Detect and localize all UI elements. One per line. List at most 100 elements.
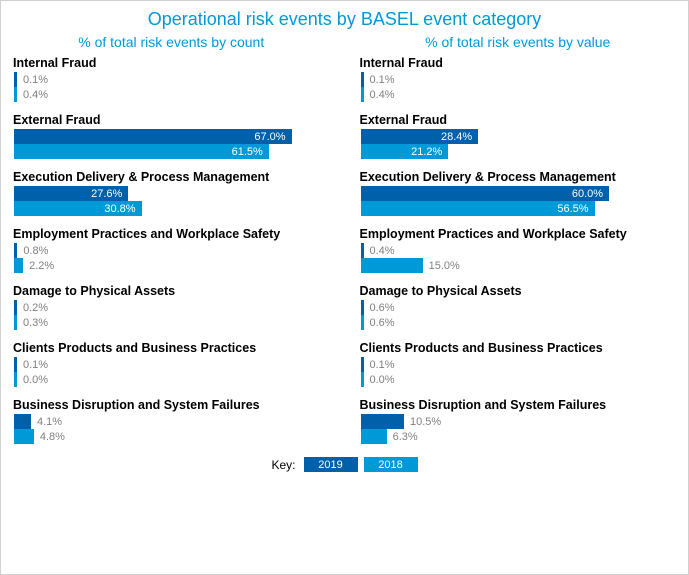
bar	[361, 315, 364, 330]
bar-value-label: 4.1%	[37, 416, 62, 428]
bar-row: 0.1%	[14, 72, 330, 87]
category-label: Business Disruption and System Failures	[360, 398, 677, 412]
legend-key-text: Key:	[271, 458, 295, 472]
category-block: Clients Products and Business Practices 0…	[360, 341, 677, 387]
bar	[361, 357, 364, 372]
bar-area: 0.1% 0.4%	[360, 72, 677, 102]
bar-row: 0.4%	[14, 87, 330, 102]
category-label: Execution Delivery & Process Management	[13, 170, 330, 184]
bar-value-label: 0.4%	[370, 89, 395, 101]
bar-value-label: 0.4%	[370, 245, 395, 257]
bar-row: 0.1%	[361, 72, 677, 87]
bar-area: 67.0% 61.5%	[13, 129, 330, 159]
bar-area: 0.6% 0.6%	[360, 300, 677, 330]
bar	[14, 258, 23, 273]
bar	[14, 300, 17, 315]
chart-title: Operational risk events by BASEL event c…	[13, 9, 676, 30]
bar-value-label: 0.8%	[23, 245, 48, 257]
bar-area: 27.6% 30.8%	[13, 186, 330, 216]
category-label: Damage to Physical Assets	[13, 284, 330, 298]
bar	[14, 429, 34, 444]
bar-value-label: 0.1%	[370, 359, 395, 371]
bar-row: 15.0%	[361, 258, 677, 273]
bar-value-label: 21.2%	[411, 146, 442, 158]
bar	[14, 144, 269, 159]
category-label: Damage to Physical Assets	[360, 284, 677, 298]
bar-row: 0.0%	[14, 372, 330, 387]
bar-value-label: 0.4%	[23, 89, 48, 101]
bar-value-label: 27.6%	[91, 188, 122, 200]
bar-value-label: 0.1%	[370, 74, 395, 86]
category-label: External Fraud	[13, 113, 330, 127]
bar	[14, 357, 17, 372]
bar-row: 0.0%	[361, 372, 677, 387]
bar-value-label: 10.5%	[410, 416, 441, 428]
bar	[361, 300, 364, 315]
category-label: Clients Products and Business Practices	[360, 341, 677, 355]
bar	[361, 243, 364, 258]
bar-row: 6.3%	[361, 429, 677, 444]
bar-row: 30.8%	[14, 201, 330, 216]
bar	[361, 258, 423, 273]
bar-area: 60.0% 56.5%	[360, 186, 677, 216]
bar	[14, 129, 292, 144]
bar-row: 0.2%	[14, 300, 330, 315]
bar-value-label: 0.6%	[370, 302, 395, 314]
bar-value-label: 30.8%	[104, 203, 135, 215]
bar-row: 27.6%	[14, 186, 330, 201]
category-label: Internal Fraud	[360, 56, 677, 70]
bar-value-label: 0.1%	[23, 74, 48, 86]
legend-swatch: 2019	[304, 457, 358, 472]
bar-row: 0.6%	[361, 315, 677, 330]
category-block: Employment Practices and Workplace Safet…	[360, 227, 677, 273]
bar	[14, 87, 17, 102]
category-block: External Fraud28.4%21.2%	[360, 113, 677, 159]
bar-row: 60.0%	[361, 186, 677, 201]
category-block: Execution Delivery & Process Management6…	[360, 170, 677, 216]
bar-value-label: 4.8%	[40, 431, 65, 443]
bar	[361, 87, 364, 102]
bar-area: 0.4% 15.0%	[360, 243, 677, 273]
bar	[361, 414, 405, 429]
bar-row: 0.1%	[14, 357, 330, 372]
bar-row: 56.5%	[361, 201, 677, 216]
bar-value-label: 28.4%	[441, 131, 472, 143]
bar-row: 4.8%	[14, 429, 330, 444]
bar-row: 0.1%	[361, 357, 677, 372]
bar-row: 21.2%	[361, 144, 677, 159]
category-block: Damage to Physical Assets 0.6% 0.6%	[360, 284, 677, 330]
category-block: Business Disruption and System Failures 1…	[360, 398, 677, 444]
bar-value-label: 67.0%	[254, 131, 285, 143]
bar-row: 0.8%	[14, 243, 330, 258]
bar-row: 0.4%	[361, 87, 677, 102]
bar-value-label: 61.5%	[232, 146, 263, 158]
category-label: Internal Fraud	[13, 56, 330, 70]
bar-row: 0.6%	[361, 300, 677, 315]
bar-value-label: 0.6%	[370, 317, 395, 329]
bar-row: 0.3%	[14, 315, 330, 330]
legend-swatch: 2018	[364, 457, 418, 472]
category-block: External Fraud 67.0% 61.5%	[13, 113, 330, 159]
bar-row: 2.2%	[14, 258, 330, 273]
bar	[361, 372, 364, 387]
category-label: Employment Practices and Workplace Safet…	[13, 227, 330, 241]
columns-container: % of total risk events by countInternal …	[13, 34, 676, 455]
category-block: Execution Delivery & Process Management 2…	[13, 170, 330, 216]
category-block: Employment Practices and Workplace Safet…	[13, 227, 330, 273]
bar-row: 28.4%	[361, 129, 677, 144]
category-label: Clients Products and Business Practices	[13, 341, 330, 355]
bar-area: 0.2% 0.3%	[13, 300, 330, 330]
legend: Key: 2019 2018	[13, 457, 676, 472]
bar-row: 67.0%	[14, 129, 330, 144]
bar-value-label: 60.0%	[572, 188, 603, 200]
bar-row: 61.5%	[14, 144, 330, 159]
bar-area: 0.1% 0.0%	[13, 357, 330, 387]
bar-value-label: 15.0%	[429, 260, 460, 272]
bar-value-label: 56.5%	[557, 203, 588, 215]
bar-value-label: 0.0%	[23, 374, 48, 386]
bar-row: 10.5%	[361, 414, 677, 429]
category-block: Internal Fraud 0.1% 0.4%	[13, 56, 330, 102]
bar-value-label: 0.3%	[23, 317, 48, 329]
bar-row: 0.4%	[361, 243, 677, 258]
chart-column-count: % of total risk events by countInternal …	[13, 34, 330, 455]
